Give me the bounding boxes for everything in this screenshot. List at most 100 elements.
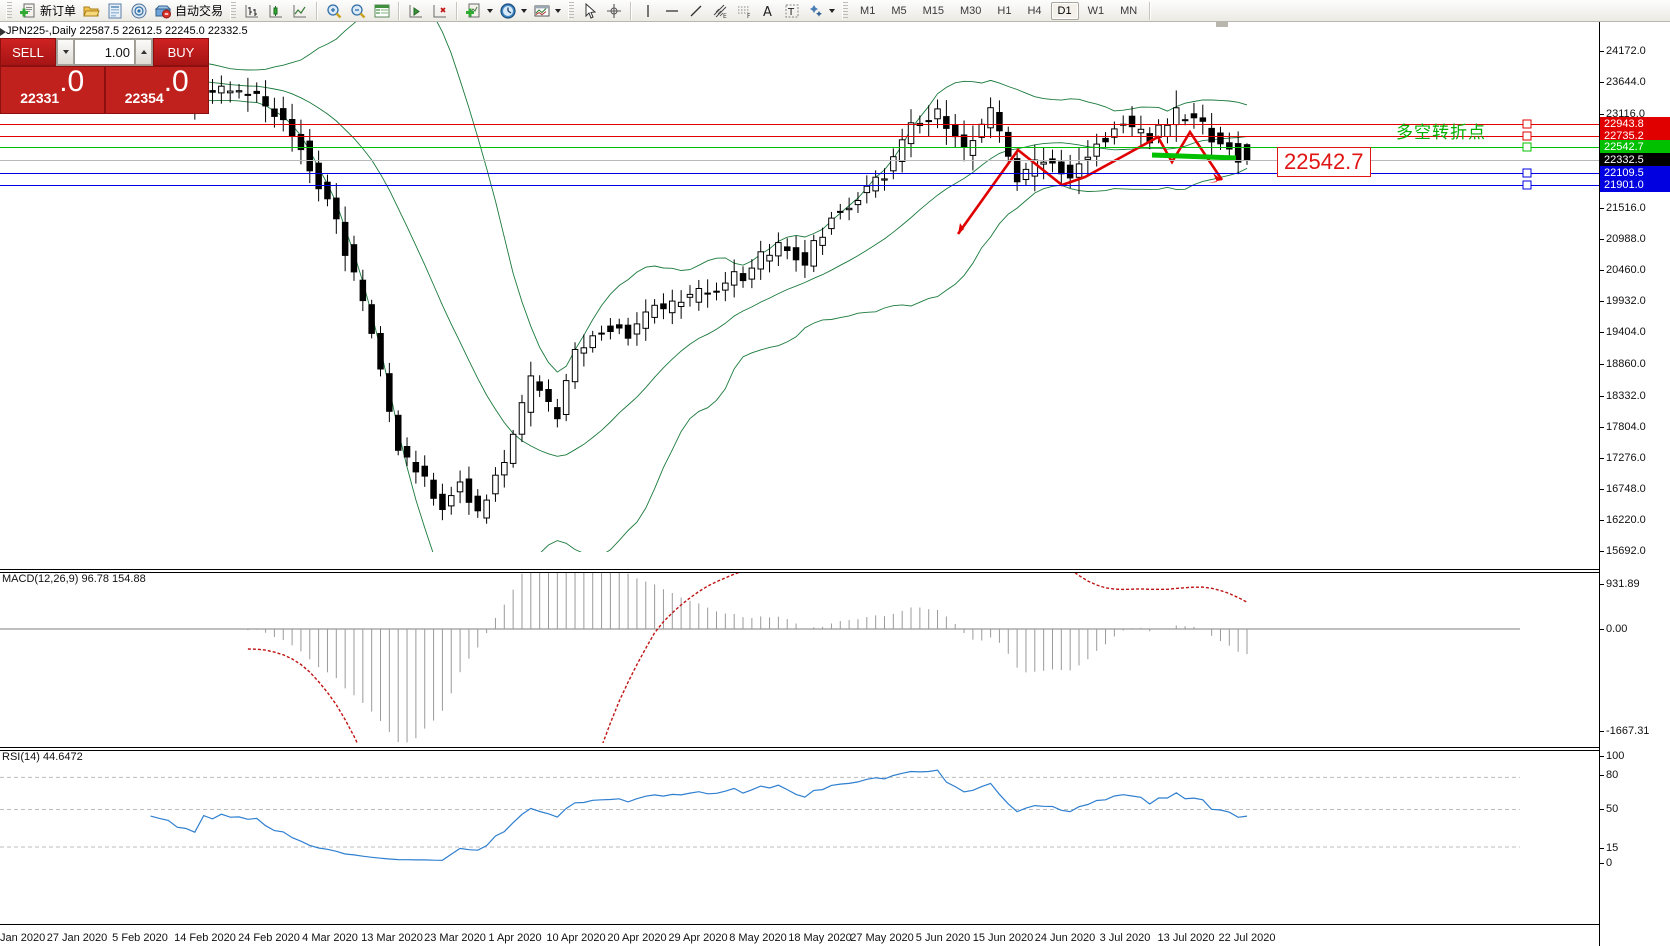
level-line-22943.8[interactable] — [0, 123, 1600, 125]
vline-tool-button[interactable] — [636, 1, 660, 21]
autotrade-label: 自动交易 — [175, 4, 224, 18]
ask-price-display[interactable]: 22354 .0 — [104, 66, 209, 114]
level-handle-22109.5[interactable] — [1522, 168, 1532, 178]
price-tag-21901.0[interactable]: 21901.0 — [1600, 178, 1670, 193]
period-caret-icon[interactable] — [521, 8, 528, 13]
indicators-caret-icon[interactable] — [487, 8, 494, 13]
new-order-button[interactable]: 新订单 — [16, 1, 79, 21]
symbol-expander-icon[interactable] — [0, 28, 6, 36]
candle — [280, 96, 287, 132]
candle-chart-button[interactable] — [264, 1, 288, 21]
templates-icon — [533, 2, 551, 20]
fibonacci-tool-button[interactable]: F — [732, 1, 756, 21]
autoscroll-button[interactable] — [404, 1, 428, 21]
shapes-caret-icon[interactable] — [829, 8, 836, 13]
timeframe-m1[interactable]: M1 — [860, 4, 876, 17]
folder-button[interactable] — [79, 1, 103, 21]
price-tag-22542.7[interactable]: 22542.7 — [1600, 140, 1670, 155]
date-label: 20 Apr 2020 — [607, 932, 667, 944]
buy-button[interactable]: BUY — [153, 38, 209, 66]
timeframe-mn[interactable]: MN — [1120, 4, 1138, 17]
timeframe-m5[interactable]: M5 — [891, 4, 907, 17]
timeframe-m15[interactable]: M15 — [922, 4, 944, 17]
rsi-axis-100: 100 — [1606, 750, 1625, 762]
timeframe-w1[interactable]: W1 — [1087, 4, 1105, 17]
candle — [1005, 126, 1012, 162]
shapes-tool-button[interactable] — [804, 1, 838, 21]
equidistant-channel-tool-button[interactable]: E — [708, 1, 732, 21]
grid-button[interactable] — [370, 1, 394, 21]
level-line-21901.0[interactable] — [0, 185, 1600, 187]
templates-caret-icon[interactable] — [555, 8, 562, 13]
toolbar-grip-4[interactable] — [842, 2, 849, 19]
trendline-tool-button[interactable] — [684, 1, 708, 21]
autotrade-button[interactable]: 自动交易 — [151, 1, 226, 21]
bid-price-display[interactable]: 22331 .0 — [0, 66, 105, 114]
timeframe-d1[interactable]: D1 — [1050, 1, 1079, 20]
volume-decrement-button[interactable] — [57, 39, 74, 65]
splitter-nub[interactable] — [1216, 22, 1228, 27]
new-order-label: 新订单 — [40, 4, 77, 18]
toolbar-grip-3[interactable] — [568, 2, 575, 19]
candle — [1128, 106, 1136, 137]
green-thick-line[interactable] — [1151, 152, 1237, 161]
axis-tick-mark — [1600, 809, 1604, 810]
price-tag-22109.5[interactable]: 22109.5 — [1600, 165, 1670, 180]
timeframe-h4[interactable]: H4 — [1027, 4, 1042, 17]
level-handle-22735.2[interactable] — [1522, 131, 1532, 141]
level-line-22109.5[interactable] — [0, 172, 1600, 174]
sell-button[interactable]: SELL — [0, 38, 56, 66]
crosshair-tool-button[interactable] — [602, 1, 626, 21]
label-tool-button[interactable]: T — [780, 1, 804, 21]
one-click-trading-panel[interactable]: SELL 1.00 BUY 22331 .0 22354 .0 — [0, 38, 209, 114]
up-arrow-head-icon — [958, 223, 969, 234]
level-handle-22542.7[interactable] — [1522, 142, 1532, 152]
price-axis[interactable]: 24172.0 23644.0 23116.0 21516.0 20988.0 20460… — [1599, 22, 1670, 946]
candle — [209, 79, 216, 104]
text-tool-button[interactable]: A — [756, 1, 780, 21]
toolbar-grip-2[interactable] — [230, 2, 237, 19]
level-line-22542.7[interactable] — [0, 147, 1600, 149]
candle — [527, 361, 535, 427]
candle — [439, 483, 446, 521]
candle — [1190, 102, 1198, 129]
templates-button[interactable] — [530, 1, 564, 21]
chart-plot-area[interactable]: JPN225-,Daily 22587.5 22612.5 22245.0 22… — [0, 22, 1600, 946]
indicators-button[interactable] — [462, 1, 496, 21]
zoom-in-button[interactable] — [322, 1, 346, 21]
candle — [704, 279, 711, 308]
price-tick-label: 24172.0 — [1606, 45, 1646, 58]
chart-shift-button[interactable] — [428, 1, 452, 21]
zigzag-drawing[interactable] — [956, 129, 1224, 235]
cursor-tool-button[interactable] — [578, 1, 602, 21]
price-tag-22735.2[interactable]: 22735.2 — [1600, 128, 1670, 143]
line-chart-button[interactable] — [288, 1, 312, 21]
signals-button[interactable] — [127, 1, 151, 21]
level-handle-22943.8[interactable] — [1522, 119, 1532, 129]
zoom-out-button[interactable] — [346, 1, 370, 21]
timeframe-h1[interactable]: H1 — [997, 4, 1012, 17]
timeframe-m30[interactable]: M30 — [960, 4, 982, 17]
price-tag-22943.8[interactable]: 22943.8 — [1600, 116, 1670, 131]
bar-chart-button[interactable] — [240, 1, 264, 21]
level-handle-21901.0[interactable] — [1522, 180, 1532, 190]
candle — [333, 183, 340, 234]
date-label: 8 May 2020 — [729, 932, 787, 944]
price-tag-22332.5[interactable]: 22332.5 — [1600, 152, 1670, 167]
candle — [1022, 162, 1030, 186]
candle — [218, 75, 225, 104]
data-window-button[interactable] — [103, 1, 127, 21]
chart-window[interactable]: JPN225-,Daily 22587.5 22612.5 22245.0 22… — [0, 22, 1670, 946]
volume-stepper[interactable]: 1.00 — [56, 38, 153, 66]
volume-increment-button[interactable] — [135, 39, 152, 65]
candle — [1040, 147, 1047, 180]
candle — [713, 282, 720, 301]
toolbar-grip[interactable] — [6, 2, 12, 19]
candle — [509, 430, 517, 468]
axis-tick-mark — [1600, 731, 1604, 732]
period-button[interactable] — [496, 1, 530, 21]
level-line-22735.2[interactable] — [0, 135, 1600, 137]
hline-tool-button[interactable] — [660, 1, 684, 21]
candle — [412, 450, 420, 484]
volume-input[interactable]: 1.00 — [74, 39, 135, 65]
